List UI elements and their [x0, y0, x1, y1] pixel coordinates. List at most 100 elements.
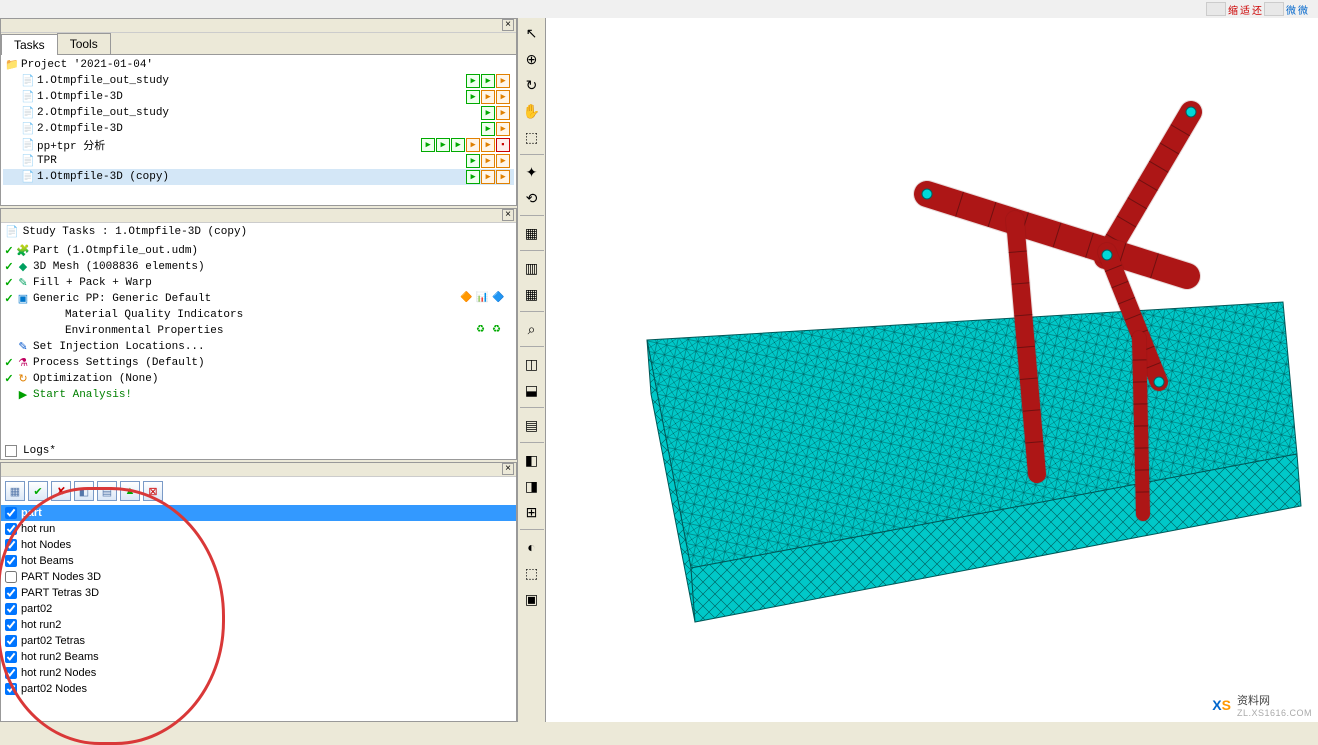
status-icon[interactable]: ▸	[481, 154, 495, 168]
status-icon[interactable]: ▪	[496, 138, 510, 152]
layer-new-button[interactable]: ▦	[5, 481, 25, 501]
status-icon[interactable]: ▸	[481, 90, 495, 104]
panel-b-tool[interactable]: ◨	[521, 475, 543, 497]
measure-tool[interactable]: ⌕	[521, 318, 543, 340]
layer-item[interactable]: hot run2 Beams	[1, 649, 516, 665]
status-icon[interactable]: ▸	[496, 122, 510, 136]
status-icon[interactable]: ▸	[496, 106, 510, 120]
layer-toggle-button[interactable]: ◧	[74, 481, 94, 501]
close-icon[interactable]: ×	[502, 19, 514, 31]
layer-checkbox[interactable]	[5, 507, 17, 519]
shade-tool[interactable]: ◐	[521, 536, 543, 558]
status-icon[interactable]: ▸	[421, 138, 435, 152]
status-icon[interactable]: ▸	[466, 74, 480, 88]
proj-tool[interactable]: ▦	[521, 222, 543, 244]
study-item[interactable]: ▶Start Analysis!	[3, 387, 514, 403]
wire-tool[interactable]: ⬚	[521, 562, 543, 584]
layer-up-button[interactable]: ▲	[120, 481, 140, 501]
reset-view-tool[interactable]: ⟲	[521, 187, 543, 209]
select-tool[interactable]: ↖	[521, 22, 543, 44]
project-item[interactable]: 📄1.Otmpfile-3D (copy)▸▸▸	[3, 169, 514, 185]
tab-tools[interactable]: Tools	[57, 33, 111, 54]
layer-item[interactable]: part02 Tetras	[1, 633, 516, 649]
project-root[interactable]: 📁 Project '2021-01-04'	[3, 57, 514, 73]
status-icon[interactable]: ▸	[466, 154, 480, 168]
pan-tool[interactable]: ✋	[521, 100, 543, 122]
status-icon[interactable]: ▸	[481, 122, 495, 136]
status-icon[interactable]: ▸	[436, 138, 450, 152]
project-item[interactable]: 📄pp+tpr 分析▸▸▸▸▸▪	[3, 137, 514, 153]
mesh-view-tool[interactable]: ▦	[521, 283, 543, 305]
project-item[interactable]: 📄2.Otmpfile_out_study▸▸	[3, 105, 514, 121]
close-icon[interactable]: ×	[502, 209, 514, 221]
project-item[interactable]: 📄TPR▸▸▸	[3, 153, 514, 169]
material-icons[interactable]: 🔶📊🔷	[460, 292, 514, 306]
study-item[interactable]: ✓↻Optimization (None)	[3, 371, 514, 387]
layer-checkbox[interactable]	[5, 635, 17, 647]
layer-checkbox[interactable]	[5, 667, 17, 679]
layer-item[interactable]: part	[1, 505, 516, 521]
grid-tool[interactable]: ▥	[521, 257, 543, 279]
center-tool[interactable]: ✦	[521, 161, 543, 183]
clip-tool[interactable]: ⬓	[521, 379, 543, 401]
checkbox-icon[interactable]	[5, 445, 17, 457]
zoom-tool[interactable]: ⊕	[521, 48, 543, 70]
section-tool[interactable]: ◫	[521, 353, 543, 375]
study-tree[interactable]: ✓🧩Part (1.Otmpfile_out.udm)✓◆3D Mesh (10…	[1, 241, 516, 443]
recycle-icons[interactable]: ♻♻	[476, 324, 514, 338]
layer-checkbox[interactable]	[5, 555, 17, 567]
status-icon[interactable]: ▸	[496, 170, 510, 184]
layer-checkbox[interactable]	[5, 651, 17, 663]
solid-tool[interactable]: ▣	[521, 588, 543, 610]
layer-item[interactable]: hot run2 Nodes	[1, 665, 516, 681]
list-tool[interactable]: ▤	[521, 414, 543, 436]
layer-item[interactable]: hot Beams	[1, 553, 516, 569]
toolbar-item[interactable]	[1264, 2, 1284, 16]
status-icon[interactable]: ▸	[481, 170, 495, 184]
status-icon[interactable]: ▸	[481, 106, 495, 120]
layer-check-button[interactable]: ✔	[28, 481, 48, 501]
study-item[interactable]: Environmental Properties♻♻	[3, 323, 514, 339]
zoom-window-tool[interactable]: ⬚	[521, 126, 543, 148]
close-icon[interactable]: ×	[502, 463, 514, 475]
study-item[interactable]: ✓⚗Process Settings (Default)	[3, 355, 514, 371]
toolbar-item[interactable]	[1206, 2, 1226, 16]
layer-checkbox[interactable]	[5, 571, 17, 583]
layer-item[interactable]: hot run2	[1, 617, 516, 633]
status-icon[interactable]: ▸	[481, 74, 495, 88]
study-item[interactable]: Material Quality Indicators	[3, 307, 514, 323]
study-item[interactable]: ✓◆3D Mesh (1008836 elements)	[3, 259, 514, 275]
layer-checkbox[interactable]	[5, 523, 17, 535]
project-tree[interactable]: 📁 Project '2021-01-04' 📄1.Otmpfile_out_s…	[1, 55, 516, 205]
rotate-tool[interactable]: ↻	[521, 74, 543, 96]
layer-delete-button[interactable]: ✘	[51, 481, 71, 501]
study-item[interactable]: ✓🧩Part (1.Otmpfile_out.udm)	[3, 243, 514, 259]
layer-checkbox[interactable]	[5, 619, 17, 631]
layer-item[interactable]: PART Tetras 3D	[1, 585, 516, 601]
study-item[interactable]: ✎Set Injection Locations...	[3, 339, 514, 355]
panel-a-tool[interactable]: ◧	[521, 449, 543, 471]
study-item[interactable]: ✓✎Fill + Pack + Warp	[3, 275, 514, 291]
project-item[interactable]: 📄1.Otmpfile-3D▸▸▸	[3, 89, 514, 105]
tab-tasks[interactable]: Tasks	[1, 34, 58, 55]
status-icon[interactable]: ▸	[451, 138, 465, 152]
layer-remove-button[interactable]: ⊠	[143, 481, 163, 501]
status-icon[interactable]: ▸	[496, 154, 510, 168]
layer-item[interactable]: hot Nodes	[1, 537, 516, 553]
panel-grid-tool[interactable]: ⊞	[521, 501, 543, 523]
layer-item[interactable]: hot run	[1, 521, 516, 537]
study-item[interactable]: ✓▣Generic PP: Generic Default🔶📊🔷	[3, 291, 514, 307]
layer-list-button[interactable]: ▤	[97, 481, 117, 501]
status-icon[interactable]: ▸	[466, 170, 480, 184]
layer-item[interactable]: PART Nodes 3D	[1, 569, 516, 585]
status-icon[interactable]: ▸	[481, 138, 495, 152]
status-icon[interactable]: ▸	[466, 90, 480, 104]
layer-item[interactable]: part02	[1, 601, 516, 617]
layer-checkbox[interactable]	[5, 603, 17, 615]
project-item[interactable]: 📄2.Otmpfile-3D▸▸	[3, 121, 514, 137]
project-item[interactable]: 📄1.Otmpfile_out_study▸▸▸	[3, 73, 514, 89]
layer-checkbox[interactable]	[5, 683, 17, 695]
logs-row[interactable]: Logs*	[1, 443, 516, 459]
layer-checkbox[interactable]	[5, 587, 17, 599]
layer-item[interactable]: part02 Nodes	[1, 681, 516, 697]
